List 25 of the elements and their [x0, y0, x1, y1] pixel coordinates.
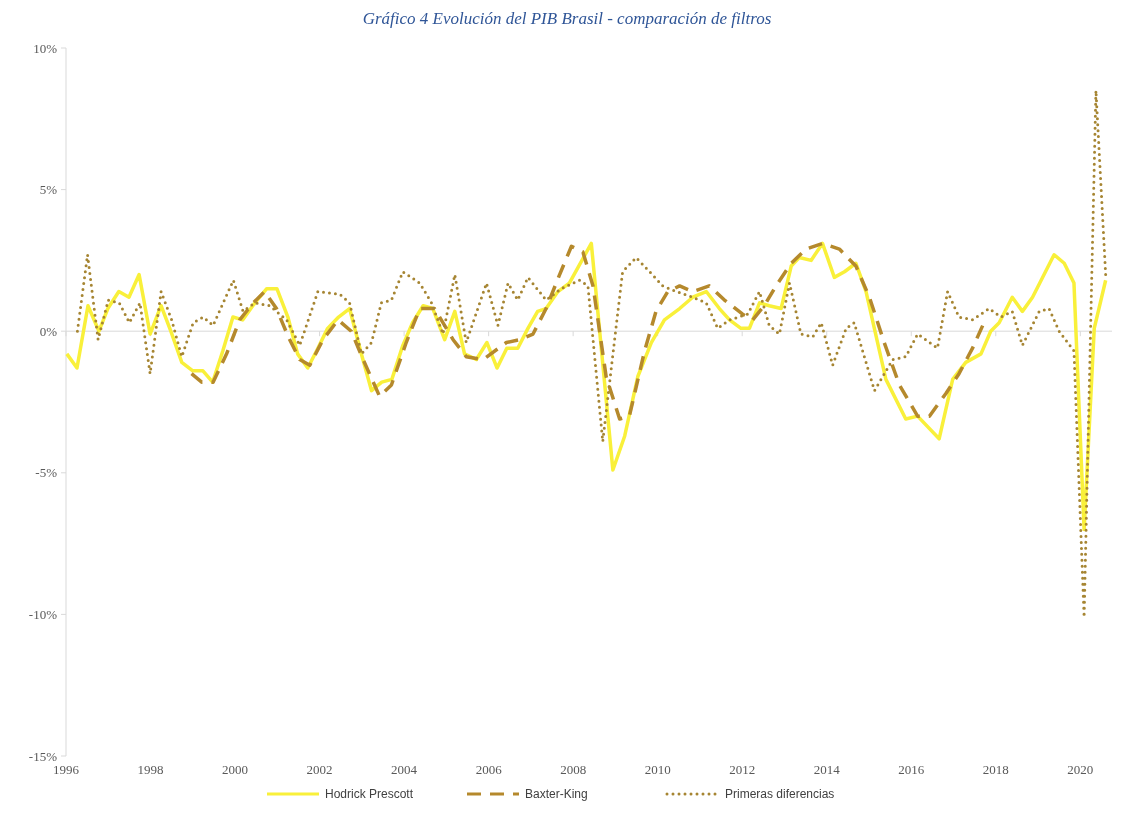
- y-tick-label: 5%: [39, 182, 58, 198]
- y-tick-label: 0%: [39, 323, 58, 339]
- line-series: [189, 241, 985, 421]
- chart-title: Gráfico 4 Evolución del PIB Brasil - comparación de filtros: [362, 9, 772, 28]
- y-tick-label: -15%: [28, 748, 58, 764]
- x-tick-label: 2002: [306, 762, 333, 777]
- x-tick-label: 2020: [1067, 762, 1094, 777]
- x-tick-label: 2010: [644, 762, 671, 777]
- y-tick-label: 10%: [33, 40, 58, 56]
- legend-label: Primeras diferencias: [725, 787, 835, 802]
- legend-label: Hodrick Prescott: [325, 787, 414, 802]
- x-tick-label: 2006: [475, 762, 503, 777]
- x-tick-label: 2004: [391, 762, 418, 777]
- x-tick-label: 2000: [222, 762, 249, 777]
- x-tick-label: 2008: [560, 762, 587, 777]
- y-tick-label: -10%: [28, 606, 58, 622]
- x-tick-label: 2018: [982, 762, 1009, 777]
- y-tick-label: -5%: [35, 465, 58, 481]
- x-tick-label: 1996: [53, 762, 80, 777]
- x-tick-label: 2014: [813, 762, 841, 777]
- x-tick-label: 1998: [137, 762, 164, 777]
- line-series: [75, 88, 1108, 619]
- x-tick-label: 2012: [729, 762, 756, 777]
- legend-label: Baxter-King: [525, 787, 588, 802]
- x-tick-label: 2016: [898, 762, 925, 777]
